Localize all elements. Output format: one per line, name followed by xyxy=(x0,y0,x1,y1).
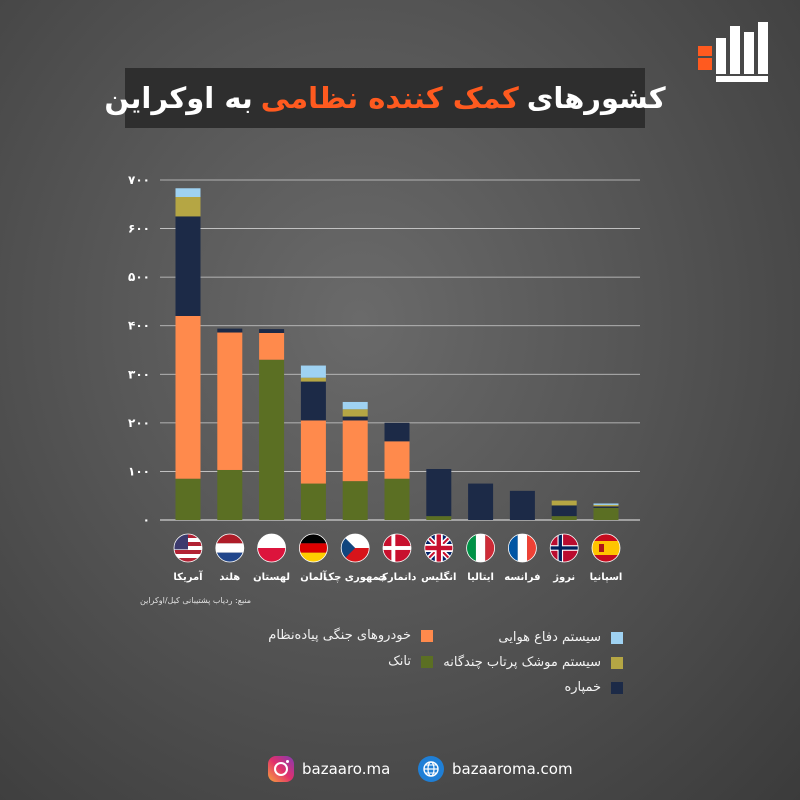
bar-segment-air_defense xyxy=(175,188,201,197)
bar-segment-mlrs xyxy=(551,500,577,506)
norway-flag-icon xyxy=(549,533,579,563)
bar-segment-ifv xyxy=(384,441,410,479)
y-tick-label: ۱۰۰ xyxy=(128,464,150,478)
bar-segment-tank xyxy=(426,516,452,520)
x-tick-label: فرانسه xyxy=(504,572,540,583)
bar-segment-artillery xyxy=(509,490,535,520)
bar-segment-ifv xyxy=(300,420,326,484)
legend-label-mlrs: سیستم موشک پرتاب چندگانه xyxy=(443,655,601,670)
title-highlight: کمک کننده نظامی xyxy=(260,81,519,115)
bar-segment-artillery xyxy=(342,416,368,421)
bar-segment-mlrs xyxy=(300,377,326,382)
source-note: منبع: ردیاب پشتیبانی کیل/اوکراین xyxy=(140,596,252,605)
chart-title: کشورهای کمک کننده نظامی به اوکراین xyxy=(104,68,666,128)
legend-item-ifv: خودروهای جنگی پیاده‌نظام xyxy=(268,628,433,643)
legend-item-mlrs: سیستم موشک پرتاب چندگانه xyxy=(440,655,623,670)
bar-segment-artillery xyxy=(426,469,452,517)
bar-segment-tank xyxy=(551,516,577,520)
us-flag-icon xyxy=(173,533,203,563)
y-tick-label: ۵۰۰ xyxy=(128,270,150,284)
bar-segment-mlrs xyxy=(175,197,201,217)
bar-segment-tank xyxy=(342,481,368,520)
y-tick-label: ۰ xyxy=(143,513,150,527)
bar-segment-ifv xyxy=(175,316,201,479)
bar-segment-artillery xyxy=(468,483,494,520)
legend-label-tank: تانک xyxy=(388,654,411,669)
legend-label-air-defense: سیستم دفاع هوایی xyxy=(498,630,601,645)
x-tick-label: انگلیس xyxy=(421,570,456,583)
instagram-icon xyxy=(268,756,294,782)
legend-swatch-ifv xyxy=(421,629,433,642)
poland-flag-icon xyxy=(257,533,287,563)
brand-logo xyxy=(698,22,768,82)
bar-segment-tank xyxy=(384,478,410,520)
bar-segment-mlrs xyxy=(342,409,368,417)
legend-swatch-mlrs xyxy=(611,656,623,669)
legend-label-artillery: خمپاره xyxy=(564,680,601,695)
legend-swatch-air-defense xyxy=(611,631,623,644)
bar-segment-artillery xyxy=(217,328,243,333)
y-tick-label: ۷۰۰ xyxy=(128,173,150,187)
instagram-handle: bazaaro.ma xyxy=(302,760,391,778)
bar-segment-artillery xyxy=(300,381,326,421)
bar-segment-artillery xyxy=(551,505,577,517)
x-tick-label: ایتالیا xyxy=(467,572,494,583)
y-tick-label: ۲۰۰ xyxy=(128,416,150,430)
germany-flag-icon xyxy=(298,533,328,563)
legend-item-air-defense: سیستم دفاع هوایی xyxy=(440,630,623,645)
legend-label-ifv: خودروهای جنگی پیاده‌نظام xyxy=(268,628,411,643)
bar-segment-tank xyxy=(175,478,201,520)
bar-segment-tank xyxy=(217,469,243,520)
x-tick-label: اسپانیا xyxy=(590,572,623,583)
czech-flag-icon xyxy=(340,533,370,563)
france-flag-icon xyxy=(508,533,537,563)
legend-swatch-tank xyxy=(421,655,433,668)
spain-flag-icon xyxy=(591,533,621,563)
bar-segment-tank xyxy=(593,507,619,520)
x-tick-label: آلمان xyxy=(300,570,327,583)
bar-segment-air_defense xyxy=(593,503,619,505)
x-tick-label: هلند xyxy=(219,572,240,583)
globe-icon xyxy=(418,756,444,782)
bar-segment-air_defense xyxy=(300,365,326,378)
x-tick-label: دانمارک xyxy=(378,572,417,583)
bar-segment-tank xyxy=(300,483,326,520)
bar-segment-artillery xyxy=(175,216,201,316)
bar-segment-artillery xyxy=(384,422,410,442)
bar-segment-ifv xyxy=(342,420,368,482)
title-part2: به اوکراین xyxy=(104,81,253,115)
bar-segment-mlrs xyxy=(593,504,619,507)
legend-item-artillery: خمپاره xyxy=(440,680,623,695)
x-tick-label: لهستان xyxy=(253,572,290,583)
bar-segment-ifv xyxy=(259,333,285,360)
x-tick-label: جمهوری چک xyxy=(324,572,387,583)
website-link[interactable]: bazaaroma.com xyxy=(418,756,573,782)
bar-segment-air_defense xyxy=(342,401,368,410)
instagram-link[interactable]: bazaaro.ma xyxy=(268,756,390,782)
bar-segment-ifv xyxy=(217,332,243,470)
x-tick-label: آمریکا xyxy=(173,570,203,583)
netherlands-flag-icon xyxy=(215,533,245,563)
y-tick-label: ۴۰۰ xyxy=(128,319,150,333)
title-part1: کشورهای xyxy=(526,81,666,115)
legend-item-tank: تانک xyxy=(268,654,433,669)
denmark-flag-icon xyxy=(382,533,412,563)
y-tick-label: ۶۰۰ xyxy=(128,222,150,236)
bar-segment-tank xyxy=(259,359,285,520)
website-url: bazaaroma.com xyxy=(452,760,573,778)
y-tick-label: ۳۰۰ xyxy=(128,367,150,381)
italy-flag-icon xyxy=(466,533,496,563)
legend-swatch-artillery xyxy=(611,681,623,694)
uk-flag-icon xyxy=(424,533,454,563)
x-tick-label: نروژ xyxy=(552,572,575,583)
bar-segment-artillery xyxy=(259,329,285,333)
bar-segment-artillery xyxy=(593,506,619,508)
